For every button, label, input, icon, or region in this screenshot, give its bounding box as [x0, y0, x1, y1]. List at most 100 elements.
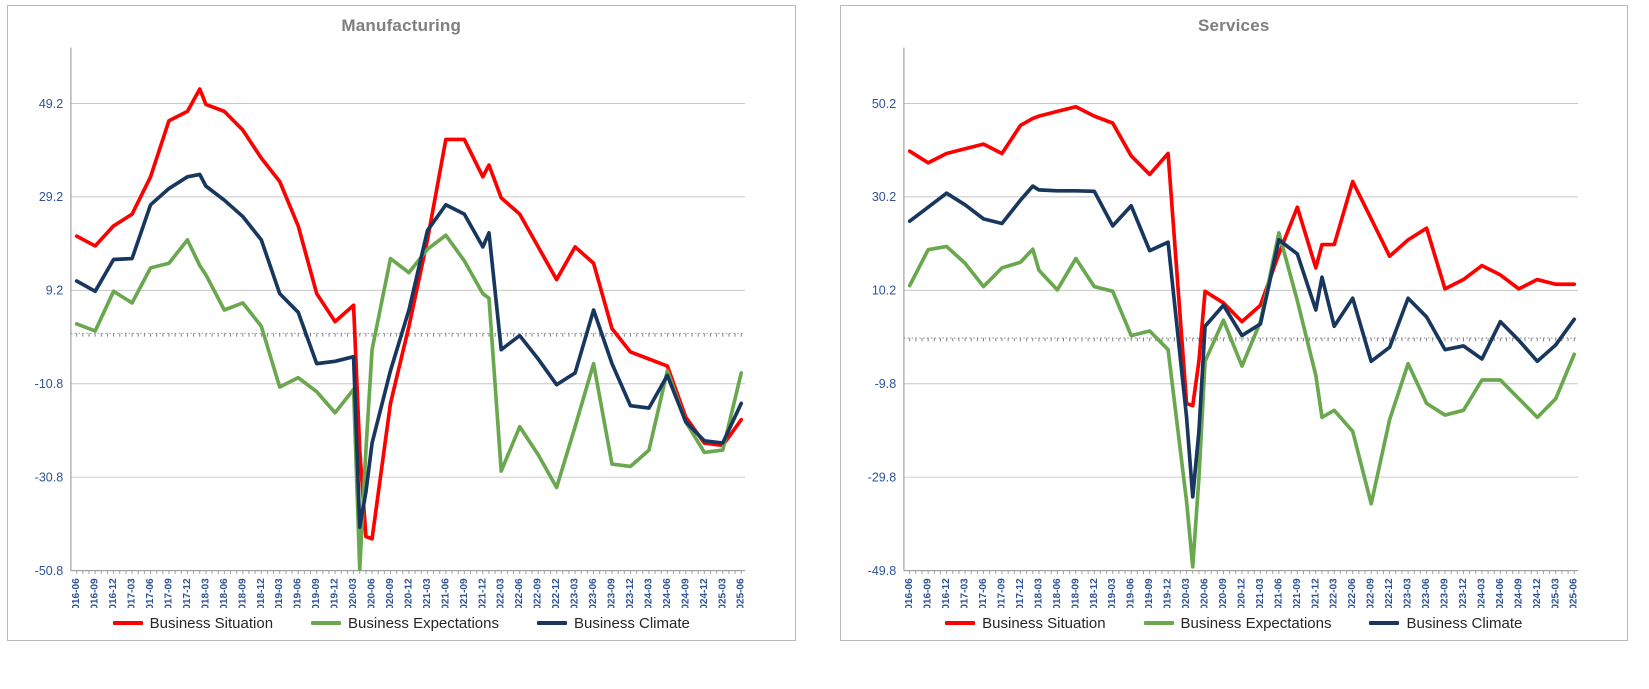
x-axis-tick-label: 2019-12: [1162, 578, 1173, 608]
x-axis-tick-label: 2018-12: [1088, 578, 1099, 608]
x-axis-tick-label: 2025-06: [736, 578, 747, 608]
x-axis-tick-label: 2022-12: [551, 578, 562, 608]
y-axis-tick-label: 9.2: [46, 284, 63, 298]
x-axis-tick-label: 2020-12: [403, 578, 414, 608]
legend-item-business-expectations: Business Expectations: [1143, 614, 1332, 632]
x-axis-tick-label: 2021-12: [1310, 578, 1321, 608]
x-axis-tick-label: 2016-09: [90, 578, 101, 608]
legend-label: Business Expectations: [1180, 614, 1332, 632]
legend-label: Business Expectations: [348, 614, 499, 632]
services-chart-panel: Services 50.2 30.2 10.2 -9.8 -29.8 -49.8 2016-…: [839, 5, 1628, 642]
legend-item-business-expectations: Business Expectations: [311, 615, 499, 632]
x-axis-tick-label: 2023-09: [607, 578, 618, 608]
y-axis-tick-label: 50.2: [871, 97, 895, 111]
x-axis-tick-label: 2017-09: [163, 578, 174, 608]
x-axis-tick-label: 2018-03: [1033, 578, 1044, 608]
y-axis-tick-label: -30.8: [35, 471, 64, 485]
legend-label: Business Situation: [149, 614, 274, 632]
x-axis-tick-label: 2022-09: [533, 578, 544, 608]
x-axis-tick-label: 2020-06: [367, 578, 378, 608]
business-situation-line-swatch: [112, 620, 143, 626]
x-axis-tick-label: 2023-03: [1402, 578, 1413, 608]
x-axis-tick-label: 2018-06: [219, 578, 230, 608]
x-axis-tick-label: 2022-03: [1328, 578, 1339, 608]
series-line-business-climate: [907, 184, 1576, 499]
x-axis-tick-label: 2017-03: [127, 578, 138, 608]
x-axis-tick-label: 2021-06: [440, 578, 451, 608]
manufacturing-chart-panel: Manufacturing 49.2 29.2 9.2 -10.8 -30.8 -50.8…: [7, 5, 796, 642]
x-axis-tick-label: 2023-06: [588, 578, 599, 608]
x-axis-tick-label: 2024-09: [680, 578, 691, 608]
y-axis-tick-label: 49.2: [39, 97, 63, 111]
x-axis-tick-label: 2020-09: [1217, 578, 1228, 608]
x-axis-tick-label: 2024-06: [1494, 578, 1505, 608]
business-expectations-line-swatch: [1143, 620, 1174, 626]
x-axis-tick-label: 2024-09: [1513, 578, 1524, 608]
y-axis-tick-label: -49.8: [867, 564, 896, 578]
x-axis-tick-label: 2023-09: [1439, 578, 1450, 608]
legend-item-business-climate: Business Climate: [1369, 615, 1522, 632]
y-axis-tick-label: -29.8: [867, 471, 896, 485]
manufacturing-line-chart: 49.2 29.2 9.2 -10.8 -30.8 -50.8 2016-06 2016-09…: [35, 47, 747, 608]
x-axis-tick-label: 2023-03: [570, 578, 581, 608]
x-axis-tick-label: 2019-12: [330, 578, 341, 608]
x-axis-tick-label: 2024-12: [699, 578, 710, 608]
x-axis-tick-label: 2019-03: [274, 578, 285, 608]
x-axis-tick-label: 2023-12: [625, 578, 636, 608]
x-axis-tick-label: 2024-12: [1531, 578, 1542, 608]
x-axis-tick-label: 2024-03: [1476, 578, 1487, 608]
x-axis-tick-label: 2021-09: [459, 578, 470, 608]
x-axis-tick-label: 2021-09: [1291, 578, 1302, 608]
x-axis-tick-label: 2024-06: [662, 578, 673, 608]
x-axis-tick-label: 2021-06: [1273, 578, 1284, 608]
y-axis-tick-label: 10.2: [871, 284, 895, 298]
manufacturing-chart-title: Manufacturing: [341, 16, 462, 35]
x-axis-tick-label: 2017-03: [959, 578, 970, 608]
series-line-business-situation: [907, 104, 1576, 408]
legend-label: Business Climate: [1406, 614, 1523, 632]
business-climate-line-swatch: [1369, 620, 1400, 626]
series-line-business-climate: [74, 172, 744, 529]
services-chart-title: Services: [1197, 16, 1270, 35]
business-climate-line-swatch: [536, 620, 567, 626]
x-axis-tick-label: 2019-09: [1144, 578, 1155, 608]
x-axis-tick-label: 2016-06: [904, 578, 915, 608]
legend-item-business-situation: Business Situation: [112, 614, 274, 632]
x-axis-tick-label: 2019-06: [293, 578, 304, 608]
series-line-business-expectations: [74, 233, 744, 571]
legend-label: Business Climate: [573, 614, 690, 632]
dashboard-page: Manufacturing 49.2 29.2 9.2 -10.8 -30.8 -50.8…: [7, 5, 1628, 642]
x-axis-tick-label: 2017-06: [145, 578, 156, 608]
x-axis-tick-label: 2024-03: [643, 578, 654, 608]
manufacturing-legend: Business Situation Business Expectations…: [16, 610, 787, 636]
x-axis-tick-label: 2022-09: [1365, 578, 1376, 608]
x-axis-tick-label: 2023-12: [1457, 578, 1468, 608]
x-axis-tick-label: 2016-09: [922, 578, 933, 608]
series-line-business-situation: [74, 87, 744, 541]
x-axis-tick-label: 2018-12: [256, 578, 267, 608]
x-axis-tick-label: 2019-03: [1107, 578, 1118, 608]
x-axis-tick-label: 2017-12: [182, 578, 193, 608]
x-axis-tick-label: 2018-03: [200, 578, 211, 608]
x-axis-tick-label: 2023-06: [1421, 578, 1432, 608]
legend-item-business-climate: Business Climate: [536, 614, 690, 632]
x-axis-tick-label: 2020-03: [348, 578, 359, 608]
x-axis-tick-label: 2020-06: [1199, 578, 1210, 608]
x-axis-tick-label: 2019-09: [311, 578, 322, 608]
y-axis-tick-label: -9.8: [874, 377, 896, 391]
x-axis-tick-label: 2025-03: [717, 578, 728, 608]
x-axis-tick-label: 2022-12: [1384, 578, 1395, 608]
x-axis-tick-label: 2022-06: [1347, 578, 1358, 608]
x-axis-tick-label: 2022-03: [496, 578, 507, 608]
x-axis-tick-label: 2020-03: [1181, 578, 1192, 608]
x-axis-tick-label: 2021-03: [1254, 578, 1265, 608]
services-line-chart: 50.2 30.2 10.2 -9.8 -29.8 -49.8 2016-06 2016-09…: [867, 47, 1579, 608]
y-axis-tick-label: 29.2: [39, 190, 63, 204]
y-axis-tick-label: -50.8: [35, 564, 64, 578]
x-axis-tick-label: 2018-06: [1051, 578, 1062, 608]
x-axis-tick-label: 2022-06: [514, 578, 525, 608]
legend-item-business-situation: Business Situation: [945, 615, 1106, 632]
x-axis-tick-label: 2020-12: [1236, 578, 1247, 608]
x-axis-tick-label: 2021-12: [477, 578, 488, 608]
x-axis-tick-label: 2016-12: [108, 578, 119, 608]
